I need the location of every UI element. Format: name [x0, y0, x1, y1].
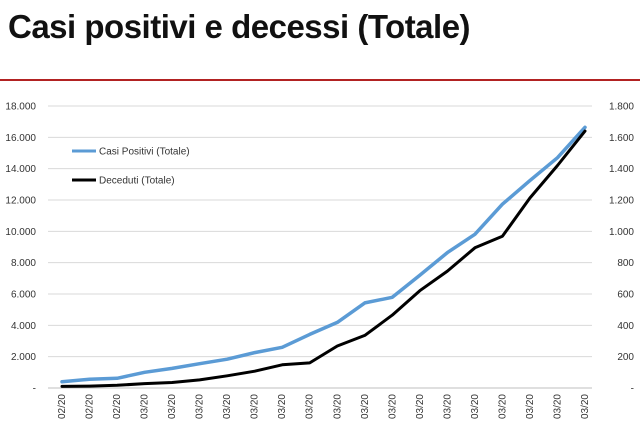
title-divider: [0, 79, 640, 81]
y-right-tick-label: 1.200: [609, 196, 634, 207]
x-tick-label: 02/20: [112, 394, 123, 419]
legend-label: Casi Positivi (Totale): [99, 147, 190, 158]
y-right-tick-label: 1.800: [609, 102, 634, 113]
y-left-tick-label: 14.000: [5, 164, 36, 175]
x-tick-label: 03/20: [497, 394, 508, 419]
x-tick-label: 03/20: [222, 394, 233, 419]
x-tick-label: 03/20: [277, 394, 288, 419]
y-left-tick-label: 2.000: [11, 352, 36, 363]
x-tick-label: 03/20: [552, 394, 563, 419]
x-tick-label: 02/20: [57, 394, 68, 419]
x-tick-label: 03/20: [360, 394, 371, 419]
series-lines: [60, 125, 587, 388]
x-tick-label: 03/20: [305, 394, 316, 419]
slide-title: Casi positivi e decessi (Totale): [8, 8, 471, 45]
y-left-tick-label: 16.000: [5, 133, 36, 144]
y-left-tick-label: -: [33, 384, 36, 395]
y-left-tick-label: 8.000: [11, 258, 36, 269]
y-left-tick-label: 4.000: [11, 321, 36, 332]
series-line-deceduti-totale: [60, 129, 587, 388]
x-tick-label: 03/20: [195, 394, 206, 419]
series-line-casi-positivi-totale: [60, 125, 587, 384]
y-right-tick-label: 400: [617, 321, 634, 332]
y-axis-left: - 2.000 4.000 6.000 8.000 10.000 12.000 14.000 1…: [5, 102, 36, 395]
x-tick-label: 03/20: [332, 394, 343, 419]
y-right-tick-label: 1.600: [609, 133, 634, 144]
x-tick-label: 03/20: [167, 394, 178, 419]
y-right-tick-label: -: [631, 384, 634, 395]
x-tick-label: 03/20: [140, 394, 151, 419]
x-tick-label: 03/20: [387, 394, 398, 419]
x-tick-label: 03/20: [470, 394, 481, 419]
legend-label: Deceduti (Totale): [99, 176, 175, 187]
line-chart: - 2.000 4.000 6.000 8.000 10.000 12.000 14.000 1…: [5, 102, 634, 420]
x-axis: 02/20 02/20 02/20 03/20 03/20 03/20 03/20 03/20…: [57, 394, 591, 419]
y-right-tick-label: 1.000: [609, 227, 634, 238]
y-right-tick-label: 200: [617, 352, 634, 363]
x-tick-label: 03/20: [415, 394, 426, 419]
y-right-tick-label: 800: [617, 258, 634, 269]
y-left-tick-label: 6.000: [11, 290, 36, 301]
x-tick-label: 03/20: [580, 394, 591, 419]
y-left-tick-label: 10.000: [5, 227, 36, 238]
x-tick-label: 03/20: [250, 394, 261, 419]
gridlines: [48, 105, 592, 389]
x-tick-label: 03/20: [442, 394, 453, 419]
x-tick-label: 03/20: [525, 394, 536, 419]
chart-legend: Casi Positivi (Totale) Deceduti (Totale): [72, 147, 190, 187]
y-right-tick-label: 600: [617, 290, 634, 301]
x-tick-label: 02/20: [85, 394, 96, 419]
y-right-tick-label: 1.400: [609, 164, 634, 175]
y-left-tick-label: 18.000: [5, 102, 36, 113]
y-left-tick-label: 12.000: [5, 196, 36, 207]
y-axis-right: - 200 400 600 800 1.000 1.200 1.400 1.600 1.800: [609, 102, 634, 395]
